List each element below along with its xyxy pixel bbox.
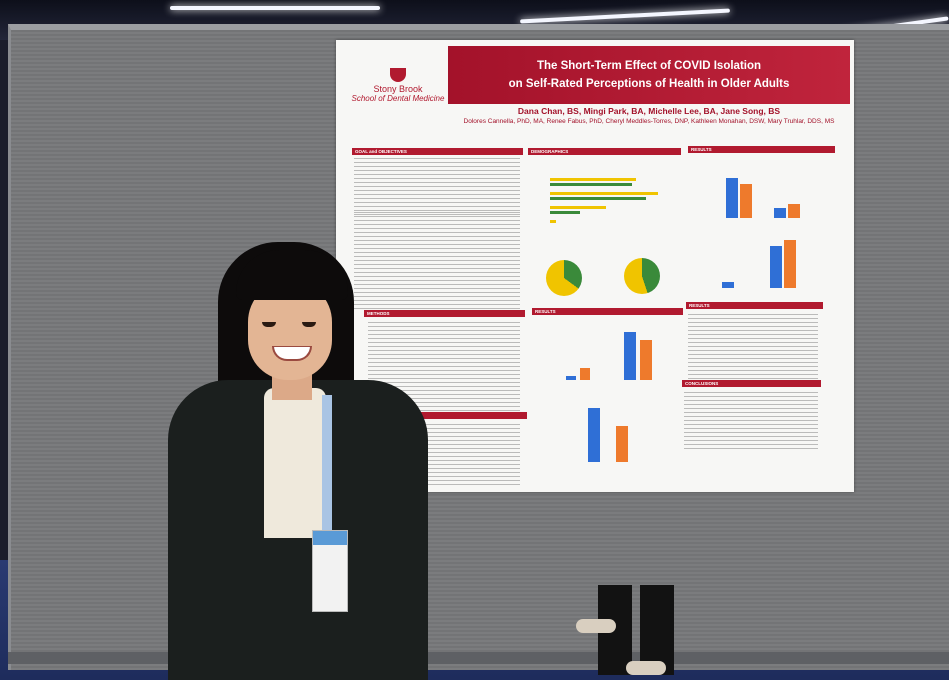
goal-text-2 — [354, 212, 520, 290]
chart-bar — [740, 184, 752, 218]
eye — [302, 322, 316, 327]
chart-bar — [580, 368, 590, 380]
authors-line2: Dolores Cannella, PhD, MA, Renee Fabus, … — [463, 118, 835, 125]
right-bar-chart-1 — [692, 158, 832, 228]
chart-bar — [566, 376, 576, 380]
pie-chart — [624, 258, 660, 294]
section-goal: GOAL and OBJECTIVES — [352, 148, 523, 155]
chart-bar — [774, 208, 786, 218]
section-conclusions: CONCLUSIONS — [682, 380, 821, 387]
eye — [262, 322, 276, 327]
chart-bar — [550, 192, 658, 195]
presenter-shirt — [264, 388, 326, 538]
chart-bar — [784, 240, 796, 288]
lanyard — [322, 395, 332, 535]
pie-chart — [546, 260, 582, 296]
age-bar-chart — [532, 160, 676, 240]
goal-text-3 — [354, 292, 520, 312]
chart-bar — [550, 197, 646, 200]
chart-bar — [550, 206, 606, 209]
name-badge — [312, 530, 348, 612]
chart-bar — [616, 426, 628, 462]
shield-icon — [390, 68, 406, 82]
right-bar-chart-2 — [692, 232, 832, 294]
mid-bar-chart-1 — [536, 320, 680, 390]
chart-bar — [550, 178, 636, 181]
section-results-mid: RESULTS — [532, 308, 683, 315]
chart-bar — [640, 340, 652, 380]
university-logo: Stony Brook School of Dental Medicine — [350, 68, 446, 104]
lower-text — [410, 424, 520, 486]
chart-bar — [770, 246, 782, 288]
section-results-right: RESULTS — [686, 302, 823, 309]
chart-bar — [550, 220, 556, 223]
section-results-top: RESULTS — [688, 146, 835, 153]
presenter-bangs — [236, 250, 348, 300]
section-demographics: DEMOGRAPHICS — [528, 148, 681, 155]
conclusions-text — [684, 392, 818, 452]
shoe — [576, 619, 616, 633]
chart-bar — [788, 204, 800, 218]
logo-line1: Stony Brook — [373, 84, 423, 94]
poster-title-line1: The Short-Term Effect of COVID Isolation — [536, 60, 762, 72]
badge-stripe — [313, 531, 347, 545]
results-text — [688, 314, 818, 390]
ceiling-light — [520, 8, 730, 24]
poster-title-line2: on Self-Rated Perceptions of Health in O… — [508, 78, 790, 90]
section-bar-lower — [408, 412, 527, 419]
chart-bar — [588, 408, 600, 462]
board-base — [8, 652, 949, 664]
passerby-legs — [576, 585, 686, 680]
chart-bar — [624, 332, 636, 380]
section-methods: METHODS — [364, 310, 525, 317]
ceiling-light — [170, 6, 380, 10]
chart-bar — [726, 178, 738, 218]
mid-bar-chart-2 — [536, 400, 680, 470]
chart-bar — [722, 282, 734, 288]
chart-bar — [550, 183, 632, 186]
authors-line1: Dana Chan, BS, Mingi Park, BA, Michelle … — [517, 106, 781, 116]
title-banner: The Short-Term Effect of COVID Isolation… — [448, 46, 850, 104]
goal-text — [354, 158, 520, 218]
logo-line2: School of Dental Medicine — [351, 94, 445, 103]
leg — [640, 585, 674, 675]
shoe — [626, 661, 666, 675]
chart-bar — [550, 211, 580, 214]
